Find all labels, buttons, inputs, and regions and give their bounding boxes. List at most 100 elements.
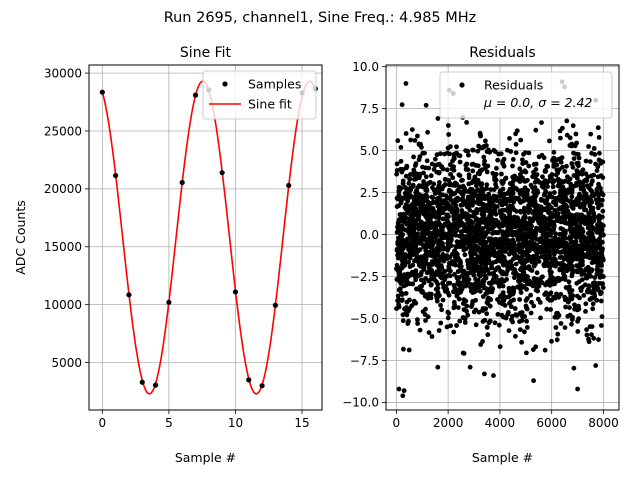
residual-point	[446, 280, 451, 286]
residual-point	[426, 243, 432, 249]
residual-point	[448, 182, 453, 188]
residuals-xtick-label: 2000	[433, 416, 464, 430]
residual-point	[413, 243, 418, 249]
residual-point	[582, 201, 588, 207]
residual-point	[541, 155, 547, 161]
residual-point	[586, 286, 591, 292]
residual-point	[470, 168, 476, 174]
residual-point	[521, 151, 526, 157]
residual-point	[486, 271, 492, 276]
residual-point	[508, 149, 514, 154]
residuals-xtick-label: 6000	[536, 416, 567, 430]
residual-point	[520, 218, 526, 224]
residual-point	[540, 184, 545, 189]
residual-point	[595, 174, 601, 180]
residual-point	[598, 290, 604, 295]
residual-point	[571, 150, 576, 156]
residual-point	[461, 351, 467, 356]
sine-fit-ticks: 0 5 10 15 5000 10000 15000 20000 25000 30000	[44, 66, 310, 430]
residual-point	[442, 206, 448, 212]
residual-point	[478, 183, 484, 188]
residual-point	[594, 267, 600, 273]
residual-point	[475, 218, 480, 223]
residual-point	[429, 161, 435, 167]
residual-point	[400, 237, 406, 243]
legend-samples-label: Samples	[248, 77, 301, 92]
residual-point	[469, 191, 475, 197]
residual-point	[406, 347, 412, 353]
residual-point	[507, 206, 513, 212]
residual-point	[482, 158, 487, 164]
residual-point	[421, 170, 426, 176]
residual-point	[556, 167, 562, 173]
residual-point	[444, 254, 450, 259]
residual-point	[494, 184, 499, 190]
residual-point	[489, 265, 495, 271]
residual-point	[579, 277, 585, 283]
residual-point	[507, 136, 512, 141]
residual-point	[529, 299, 534, 305]
residual-point	[500, 239, 505, 245]
residual-point	[589, 224, 595, 229]
residual-point	[595, 125, 601, 131]
sine-fit-xtick-label: 10	[228, 416, 243, 430]
residual-point	[463, 163, 469, 168]
residual-point	[526, 264, 532, 269]
residual-point	[545, 249, 550, 255]
residual-point	[483, 138, 488, 144]
residual-point	[574, 161, 580, 166]
residual-point	[440, 244, 446, 250]
residual-point	[528, 292, 533, 298]
residual-point	[427, 262, 433, 267]
residual-point	[551, 149, 557, 155]
sample-point	[113, 172, 119, 179]
residual-point	[518, 290, 524, 295]
sine-fit-ytick-label: 10000	[44, 298, 82, 312]
residual-point	[488, 281, 494, 287]
residual-point	[502, 258, 508, 263]
residual-point	[522, 278, 527, 283]
residual-point	[434, 252, 440, 258]
residual-point	[497, 198, 503, 203]
residual-point	[532, 199, 538, 205]
residual-point	[568, 267, 574, 272]
residual-point	[486, 193, 491, 199]
residual-point	[591, 146, 597, 151]
residual-point	[466, 227, 472, 233]
residual-point	[457, 216, 463, 221]
residual-point	[413, 206, 419, 212]
residual-point	[470, 220, 475, 226]
residual-point	[579, 245, 585, 251]
residual-point	[416, 262, 422, 268]
residual-point	[538, 315, 543, 321]
residual-point	[473, 183, 479, 189]
residual-point	[547, 291, 553, 297]
residual-point	[450, 225, 456, 231]
residual-point	[395, 293, 401, 299]
residual-point	[584, 327, 589, 332]
residual-point	[436, 170, 442, 176]
residual-point	[524, 350, 529, 356]
residual-point	[481, 285, 487, 291]
residual-point	[493, 236, 499, 242]
residual-point	[429, 194, 435, 200]
residual-point	[558, 226, 564, 231]
residual-point	[396, 273, 402, 279]
residual-point	[448, 197, 454, 203]
residual-point	[565, 208, 571, 214]
residuals-xtick-label: 4000	[485, 416, 516, 430]
residual-point	[464, 303, 470, 309]
residual-point	[435, 257, 441, 263]
residual-point	[569, 187, 575, 193]
residual-point	[513, 185, 519, 191]
residual-point	[534, 236, 539, 242]
residual-point	[572, 302, 577, 308]
residual-point	[508, 304, 514, 310]
residual-point	[533, 127, 539, 133]
residual-point	[413, 277, 418, 283]
residual-point	[595, 259, 601, 265]
residual-point	[588, 273, 593, 279]
residual-point	[499, 171, 504, 177]
figure-suptitle: Run 2695, channel1, Sine Freq.: 4.985 MH…	[164, 10, 477, 26]
residual-point	[592, 275, 598, 280]
